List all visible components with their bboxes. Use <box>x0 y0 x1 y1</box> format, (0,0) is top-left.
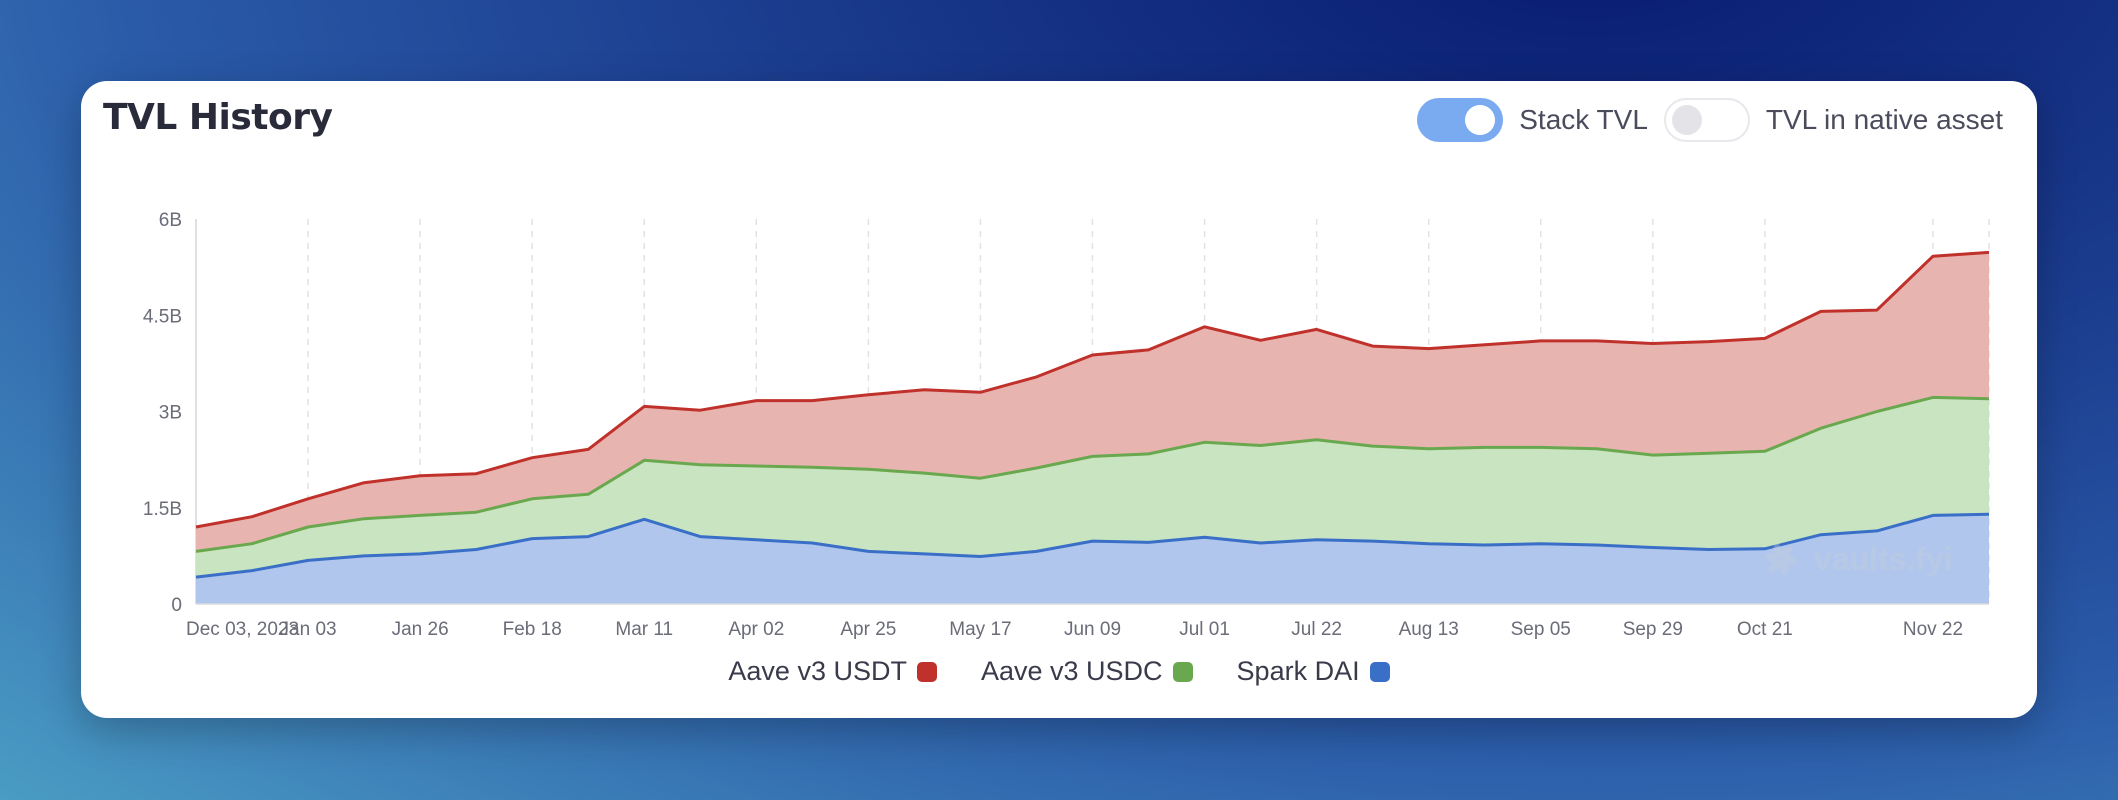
card-title: TVL History <box>103 97 333 138</box>
y-tick-label: 0 <box>171 595 182 616</box>
series-line-dai <box>195 512 1990 579</box>
x-tick-label: Sep 05 <box>1511 619 1571 640</box>
native-asset-label: TVL in native asset <box>1765 104 2003 135</box>
x-tick-label: Jan 03 <box>280 619 337 640</box>
native-asset-toggle[interactable] <box>1663 98 1750 142</box>
watermark-logo-icon <box>1764 553 1782 565</box>
y-tick-label: 6B <box>159 210 182 231</box>
x-tick-label: Nov 22 <box>1903 619 1963 640</box>
x-tick-label: Sep 29 <box>1623 619 1683 640</box>
x-tick-label: Feb 18 <box>503 619 562 640</box>
y-tick-label: 1.5B <box>143 499 182 520</box>
watermark-logo-icon <box>1776 546 1794 558</box>
series-line-usdt <box>195 250 1990 529</box>
y-tick-label: 3B <box>159 403 182 424</box>
area-usdc <box>196 397 1989 578</box>
legend-label: Spark DAI <box>1236 656 1360 686</box>
legend-item-dai[interactable]: Spark DAI <box>1237 656 1390 687</box>
x-tick-label: Oct 21 <box>1737 619 1793 640</box>
legend-label: Aave v3 USDC <box>980 656 1163 686</box>
y-tick-label: 4.5B <box>143 306 182 327</box>
x-tick-label: May 17 <box>949 619 1011 640</box>
legend-swatch <box>1369 661 1390 682</box>
area-dai <box>196 514 1989 604</box>
legend-label: Aave v3 USDT <box>728 656 907 686</box>
chart-legend: Aave v3 USDT Aave v3 USDC Spark DAI <box>81 656 2037 687</box>
toggle-group: Stack TVL TVL in native asset <box>1417 97 2003 143</box>
x-tick-label: Jan 26 <box>392 619 449 640</box>
toggle-knob <box>1465 105 1496 135</box>
series-line-usdc <box>195 395 1990 553</box>
x-tick-label: Mar 11 <box>615 619 673 640</box>
watermark-logo-icon <box>1768 560 1786 572</box>
watermark-logo-icon <box>1773 543 1781 562</box>
legend-item-usdc[interactable]: Aave v3 USDC <box>981 656 1193 687</box>
watermark-text: vaults.fyi <box>1814 541 1953 577</box>
stack-tvl-toggle[interactable] <box>1417 98 1504 142</box>
watermark-logo-icon <box>1780 553 1798 565</box>
legend-swatch <box>916 661 937 682</box>
stack-tvl-label: Stack TVL <box>1519 104 1648 135</box>
x-tick-label: Jul 01 <box>1179 619 1230 640</box>
x-tick-label: Apr 02 <box>728 619 784 640</box>
x-tick-label: Apr 25 <box>840 619 896 640</box>
area-usdt <box>196 252 1989 552</box>
toggle-knob <box>1671 105 1702 135</box>
watermark: vaults.fyi <box>1764 541 1953 577</box>
legend-item-usdt[interactable]: Aave v3 USDT <box>728 656 937 687</box>
x-tick-label: Jun 09 <box>1064 619 1121 640</box>
tvl-history-card: TVL History Stack TVL TVL in native asse… <box>81 81 2037 718</box>
legend-swatch <box>1172 661 1193 682</box>
x-tick-label: Aug 13 <box>1399 619 1459 640</box>
x-tick-label: Dec 03, 2023 <box>186 619 299 640</box>
watermark-logo-icon <box>1781 556 1789 575</box>
x-tick-label: Jul 22 <box>1291 619 1342 640</box>
